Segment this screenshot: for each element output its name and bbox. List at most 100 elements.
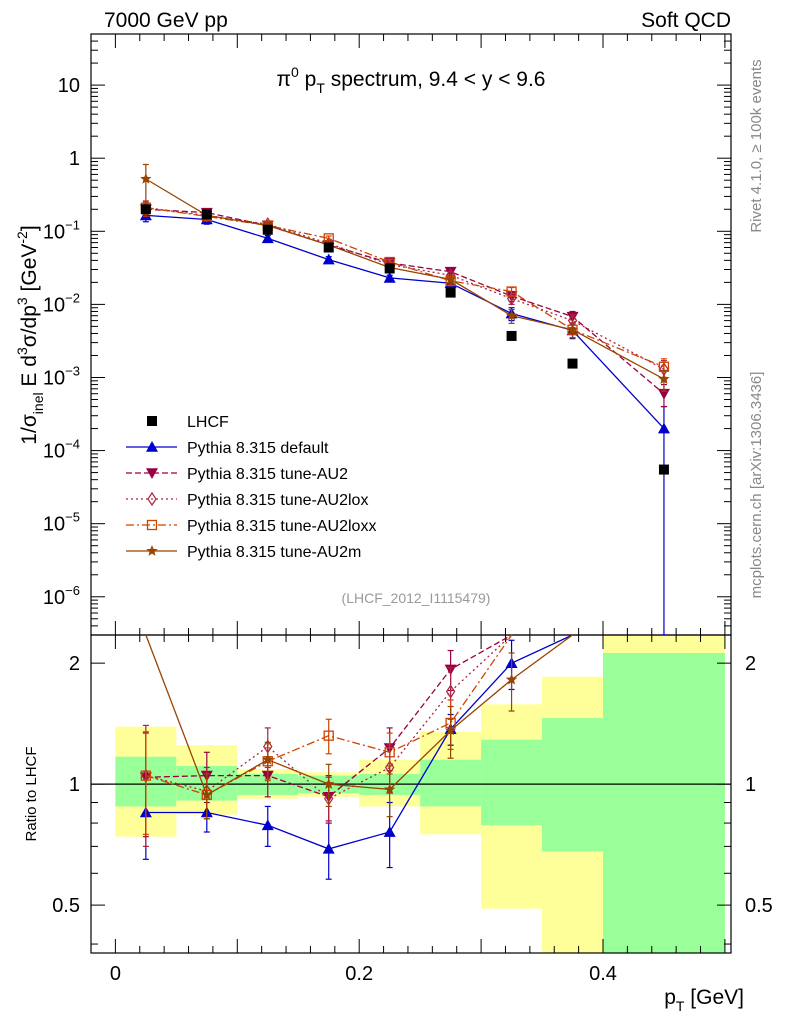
- y-tick-label: 1: [69, 148, 80, 170]
- y-tick-label: 10−4: [43, 437, 80, 463]
- ratio-point: [383, 783, 396, 795]
- legend-marker: [146, 468, 158, 479]
- x-tick-label: 0.4: [589, 963, 617, 985]
- ratio-point: [384, 747, 395, 758]
- energy-label: 7000 GeV pp: [104, 9, 228, 32]
- ratio-line: [145, 634, 573, 796]
- data-point: [658, 373, 670, 384]
- y-tick-exponent: −1: [65, 217, 80, 232]
- legend-marker: [147, 491, 157, 507]
- ratio-tick-label-left: 0.5: [52, 895, 80, 917]
- x-tick-label: 0.2: [345, 963, 373, 985]
- legend-entry: Pythia 8.315 tune-AU2: [126, 466, 348, 483]
- data-point: [506, 286, 517, 297]
- ratio-tick-label-left: 1: [69, 774, 80, 796]
- legend-marker: [146, 441, 158, 452]
- y-tick-label: 10−3: [43, 363, 80, 389]
- ratio-point: [323, 730, 334, 741]
- legend-label: Pythia 8.315 tune-AU2: [187, 466, 348, 483]
- data-point: [505, 309, 518, 321]
- series-line: [145, 207, 665, 368]
- y-tick-base: 10: [43, 221, 65, 243]
- data-point: [444, 273, 457, 285]
- series-au2loxx: [140, 201, 670, 379]
- ratio-point: [445, 684, 456, 699]
- data-point: [658, 464, 669, 475]
- legend-marker: [147, 416, 157, 426]
- data-point: [261, 232, 274, 244]
- series-lhcf: [140, 204, 669, 475]
- ratio-plot-frame: [90, 634, 732, 954]
- legend-label: Pythia 8.315 tune-AU2loxx: [187, 518, 376, 535]
- legend-marker: [146, 519, 158, 531]
- ratio-tick-label-right: 2: [745, 653, 756, 675]
- series-au2lox: [141, 200, 669, 382]
- data-point: [140, 204, 151, 215]
- ratio-tick-label-right: 0.5: [745, 895, 773, 917]
- ratio-point: [261, 819, 274, 831]
- legend-label: LHCF: [187, 414, 229, 431]
- y-tick-exponent: −6: [65, 583, 80, 598]
- y-tick-label: 10−2: [43, 290, 80, 316]
- main-plot-series: [139, 163, 670, 636]
- y-tick-label: 10−6: [43, 583, 80, 609]
- y-tick-base: 10: [43, 367, 65, 389]
- y-tick-exponent: −3: [65, 363, 80, 378]
- y-tick-base: 10: [43, 441, 65, 463]
- series-au2m: [140, 163, 670, 392]
- legend-entry: Pythia 8.315 default: [126, 440, 329, 457]
- y-tick-base: 10: [43, 514, 65, 536]
- legend: LHCF Pythia 8.315 default Pythia 8.315 tun…: [126, 414, 376, 561]
- category-label: Soft QCD: [641, 9, 731, 32]
- data-point: [566, 323, 579, 335]
- band-inner: [542, 718, 603, 852]
- y-tick-exponent: −4: [65, 437, 80, 452]
- main-y-axis-label: 1/σinel E d3σ/dp3 [GeV-2]: [14, 225, 46, 444]
- chart-title: π0 pT spectrum, 9.4 < y < 9.6: [277, 64, 546, 96]
- legend-entry: LHCF: [147, 414, 229, 431]
- ratio-y-axis-label: Ratio to LHCF: [23, 746, 40, 841]
- data-point: [383, 271, 396, 283]
- data-point: [262, 224, 273, 235]
- y-tick-exponent: −5: [65, 510, 80, 525]
- legend-entry: Pythia 8.315 tune-AU2loxx: [126, 518, 376, 535]
- data-point: [384, 263, 395, 274]
- legend-label: Pythia 8.315 default: [187, 440, 329, 457]
- y-tick-exponent: −2: [65, 290, 80, 305]
- ratio-line: [145, 634, 573, 850]
- band-inner: [603, 652, 725, 953]
- band-inner: [481, 739, 543, 826]
- y-tick-base: 10: [43, 294, 65, 316]
- y-tick-label: 10−5: [43, 510, 80, 536]
- data-point: [567, 358, 578, 369]
- y-tick-base: 10: [43, 587, 65, 609]
- mcplots-label: mcplots.cern.ch [arXiv:1306.3436]: [748, 372, 765, 599]
- series-line: [145, 208, 665, 395]
- ratio-point: [262, 753, 274, 765]
- data-point: [323, 242, 334, 253]
- x-tick-label: 0: [110, 963, 121, 985]
- y-tick-label: 10: [58, 75, 80, 97]
- ratio-point: [323, 778, 335, 789]
- ratio-point: [322, 842, 335, 854]
- analysis-tag: (LHCF_2012_I1115479): [342, 590, 491, 606]
- data-point: [445, 287, 456, 298]
- legend-marker: [146, 545, 158, 556]
- data-point: [506, 330, 517, 341]
- ratio-series-au2m: [145, 634, 573, 820]
- ratio-point: [505, 673, 518, 685]
- data-point: [201, 209, 212, 220]
- legend-label: Pythia 8.315 tune-AU2m: [187, 544, 361, 561]
- ratio-point: [383, 826, 396, 837]
- series-au2: [139, 202, 670, 408]
- data-point: [322, 253, 335, 265]
- legend-label: Pythia 8.315 tune-AU2lox: [187, 492, 368, 509]
- legend-entry: Pythia 8.315 tune-AU2lox: [126, 491, 368, 509]
- ratio-plot-series: [139, 634, 573, 880]
- ratio-point: [140, 770, 152, 781]
- y-tick-label: 10−1: [43, 217, 80, 243]
- data-point: [140, 172, 152, 184]
- rivet-version-label: Rivet 4.1.0, ≥ 100k events: [748, 59, 765, 232]
- x-axis-label: pT [GeV]: [664, 986, 744, 1014]
- series-line: [145, 214, 665, 430]
